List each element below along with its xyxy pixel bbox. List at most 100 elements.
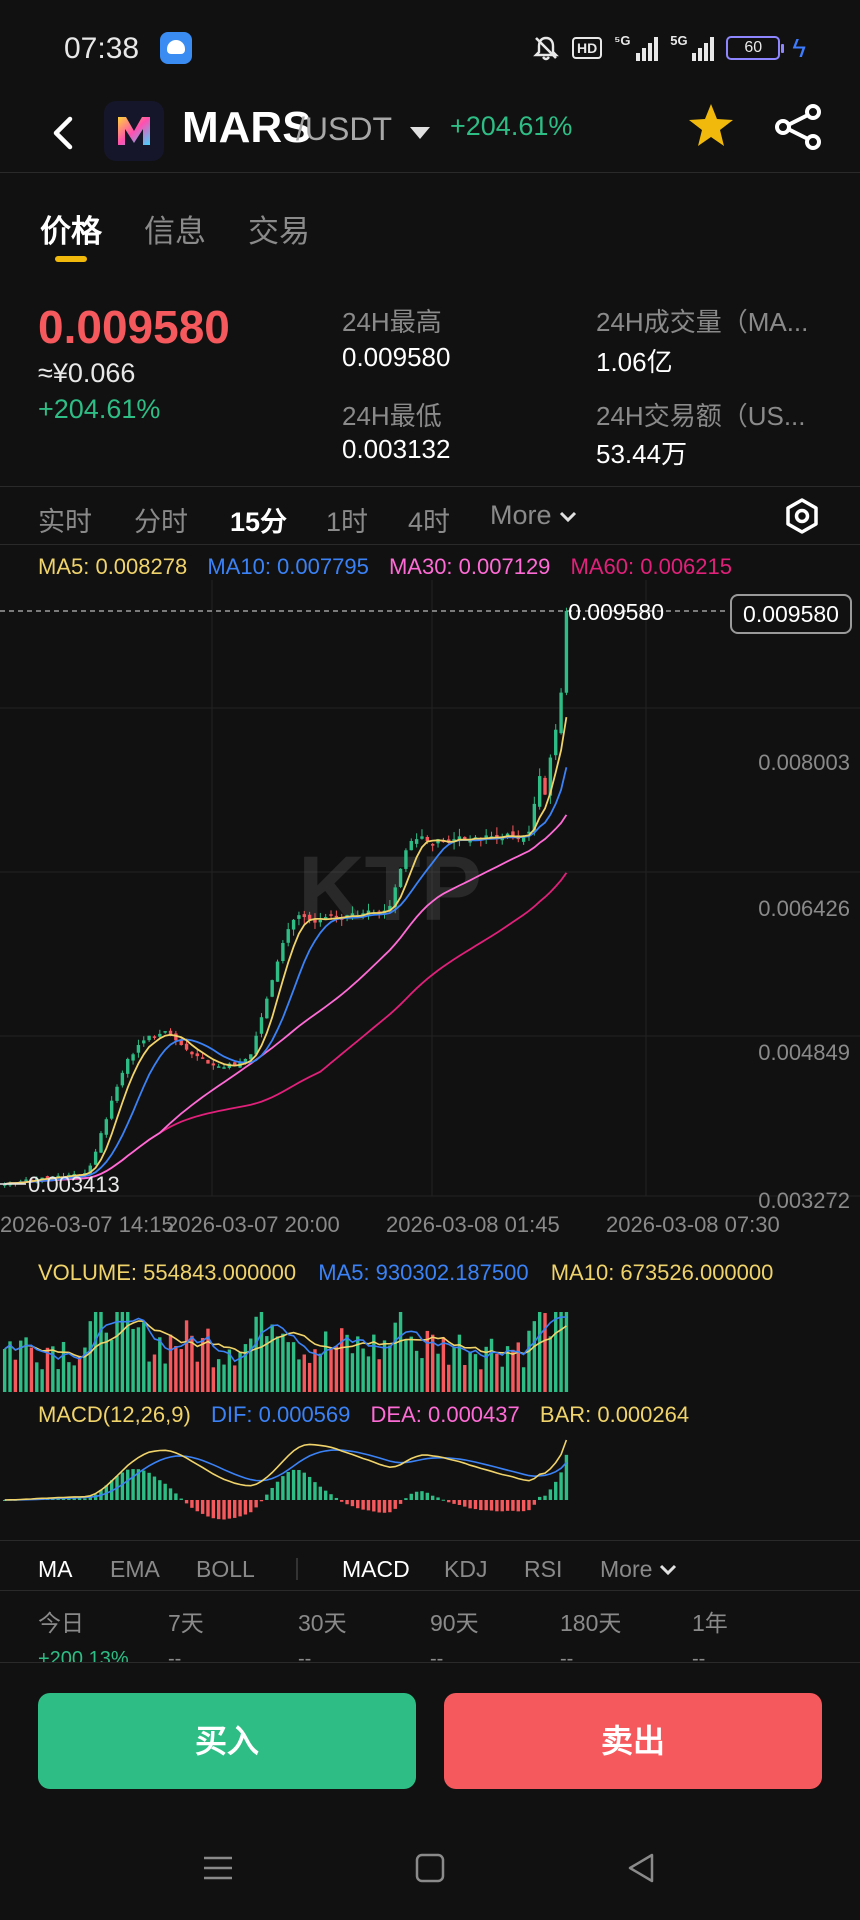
volume-bar xyxy=(168,1334,173,1392)
macd-histogram-bar xyxy=(152,1476,157,1500)
volume-bar xyxy=(259,1312,264,1392)
macd-histogram-bar xyxy=(500,1500,504,1512)
axis-price-label: 0.006426 xyxy=(758,896,850,921)
tab-info[interactable]: 信息 xyxy=(144,214,206,249)
indicator-kdj[interactable]: KDJ xyxy=(444,1556,488,1582)
volume-bar xyxy=(158,1337,162,1392)
volume-bar xyxy=(8,1341,12,1392)
volume-bar xyxy=(19,1340,23,1392)
indicator-ema[interactable]: EMA xyxy=(110,1556,160,1582)
tab-price[interactable]: 价格 xyxy=(40,206,102,266)
candle-body xyxy=(291,919,296,930)
volume-bar xyxy=(468,1351,472,1392)
candle-body xyxy=(152,1036,157,1038)
ma10-line xyxy=(4,767,568,1185)
macd-histogram-bar xyxy=(420,1491,424,1500)
star-icon[interactable] xyxy=(686,101,736,151)
gear-icon[interactable] xyxy=(784,498,820,534)
back-arrow-icon[interactable] xyxy=(42,103,86,163)
indicator-more[interactable]: More xyxy=(600,1556,678,1583)
volume-bar xyxy=(195,1361,199,1392)
period-value: +200.13% xyxy=(38,1648,129,1662)
macd-chart[interactable] xyxy=(0,1430,860,1540)
volume-bar xyxy=(45,1347,50,1392)
volume-bar xyxy=(147,1361,151,1392)
candle-body xyxy=(398,868,403,887)
candle-body xyxy=(147,1035,151,1041)
candle-body xyxy=(131,1054,135,1061)
volume-bar xyxy=(206,1328,210,1392)
indicator-boll[interactable]: BOLL xyxy=(196,1556,255,1582)
candle-body xyxy=(484,835,488,839)
sell-button[interactable]: 卖出 xyxy=(444,1693,822,1789)
volume-chart[interactable] xyxy=(0,1292,860,1392)
volume-bar xyxy=(297,1359,301,1392)
caret-down-icon[interactable] xyxy=(406,119,434,147)
tab-trade[interactable]: 交易 xyxy=(248,214,310,249)
volume-bar xyxy=(559,1312,563,1392)
interval-15m[interactable]: 15分 xyxy=(230,507,288,537)
candle-body xyxy=(179,1039,183,1046)
pair-quote[interactable]: /USDT xyxy=(296,111,392,147)
candle-body xyxy=(254,1035,258,1055)
macd-histogram-bar xyxy=(313,1482,317,1500)
volume-bar xyxy=(93,1312,98,1392)
interval-more[interactable]: More xyxy=(490,500,578,531)
macd-histogram-bar xyxy=(72,1498,76,1500)
time-axis-label: 2026-03-08 01:45 xyxy=(386,1212,560,1237)
candle-body xyxy=(115,1086,119,1101)
macd-bar: BAR: 0.000264 xyxy=(539,1402,690,1427)
volume-bar xyxy=(409,1336,413,1392)
macd-histogram-bar xyxy=(131,1469,135,1500)
high-value: 0.009580 xyxy=(342,342,451,372)
ticker-divider xyxy=(0,486,860,487)
macd-histogram-bar xyxy=(249,1500,253,1513)
macd-histogram-bar xyxy=(398,1500,403,1504)
interval-timeshare[interactable]: 分时 xyxy=(134,507,188,537)
battery-icon: 60 xyxy=(726,36,785,60)
signal-icon-2: 5G xyxy=(670,33,715,61)
chevron-down-icon xyxy=(660,1564,677,1576)
macd-histogram-bar xyxy=(527,1500,531,1511)
pair-base[interactable]: MARS xyxy=(182,103,312,152)
home-square-icon[interactable] xyxy=(412,1850,448,1886)
volume-bar xyxy=(532,1321,537,1392)
volume-bar xyxy=(152,1354,157,1392)
status-bar: 07:38 HD ⁵G 5G 60 ϟ xyxy=(0,0,860,100)
macd-dea: DEA: 0.000437 xyxy=(370,1402,520,1427)
volume-bar xyxy=(564,1312,569,1392)
macd-histogram-bar xyxy=(548,1489,553,1500)
candle-body xyxy=(56,1175,60,1178)
candle-body xyxy=(45,1176,50,1179)
period-value: -- xyxy=(560,1648,574,1662)
volume-bar xyxy=(441,1337,446,1392)
price-change: +204.61% xyxy=(38,394,161,424)
candle-body xyxy=(425,836,430,841)
indicator-macd[interactable]: MACD xyxy=(342,1556,410,1582)
candle-body xyxy=(281,943,285,962)
indicator-ma[interactable]: MA xyxy=(38,1556,73,1582)
candle-body xyxy=(51,1176,55,1179)
period-label: 30天 xyxy=(298,1610,347,1636)
macd-histogram-bar xyxy=(142,1470,146,1500)
buy-button[interactable]: 买入 xyxy=(38,1693,416,1789)
volume-ma5: MA5: 930302.187500 xyxy=(318,1260,529,1285)
axis-price-label: 0.004849 xyxy=(758,1040,850,1065)
menu-icon[interactable] xyxy=(200,1850,236,1886)
macd-histogram-bar xyxy=(163,1483,167,1500)
macd-histogram-bar xyxy=(243,1500,248,1515)
volume-bar xyxy=(377,1359,381,1392)
interval-1h[interactable]: 1时 xyxy=(326,507,369,537)
kline-chart[interactable]: KTP 0.009580 0.003413 0.009580 0.008003 … xyxy=(0,580,860,1240)
period-value: -- xyxy=(430,1648,444,1662)
candle-body xyxy=(543,777,547,795)
candle-body xyxy=(393,887,397,907)
back-triangle-icon[interactable] xyxy=(624,1850,660,1886)
macd-dif-line xyxy=(4,1439,568,1501)
indicator-rsi[interactable]: RSI xyxy=(524,1556,563,1582)
candle-body xyxy=(409,840,413,851)
interval-realtime[interactable]: 实时 xyxy=(38,507,92,537)
share-icon[interactable] xyxy=(772,103,824,151)
interval-4h[interactable]: 4时 xyxy=(408,507,451,537)
low-label: 24H最低 xyxy=(342,401,442,431)
